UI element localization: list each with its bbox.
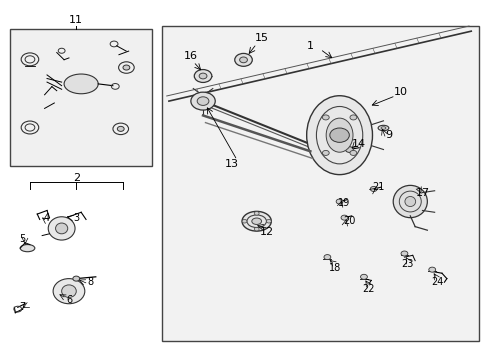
Circle shape [254, 227, 259, 231]
Text: 10: 10 [393, 87, 407, 97]
Ellipse shape [306, 96, 372, 175]
Ellipse shape [377, 125, 388, 131]
Text: 16: 16 [183, 51, 198, 61]
Circle shape [340, 215, 347, 220]
Circle shape [322, 115, 328, 120]
Circle shape [117, 126, 124, 131]
Text: 7: 7 [20, 302, 26, 312]
Text: 6: 6 [66, 295, 72, 305]
Text: 21: 21 [372, 182, 384, 192]
Circle shape [190, 92, 215, 110]
Circle shape [197, 97, 208, 105]
Ellipse shape [56, 223, 68, 234]
Text: 19: 19 [338, 198, 350, 208]
Circle shape [428, 267, 435, 272]
Circle shape [369, 186, 376, 192]
Text: 20: 20 [343, 216, 355, 226]
Circle shape [360, 274, 366, 279]
Text: 8: 8 [88, 277, 94, 287]
Circle shape [234, 53, 252, 66]
Ellipse shape [325, 118, 352, 152]
Ellipse shape [48, 217, 75, 240]
Text: 17: 17 [415, 188, 428, 198]
Circle shape [324, 255, 330, 260]
Ellipse shape [20, 244, 35, 252]
Circle shape [345, 147, 352, 152]
Text: 13: 13 [225, 159, 239, 169]
Circle shape [349, 115, 356, 120]
Text: 12: 12 [259, 227, 273, 237]
Text: 22: 22 [362, 284, 374, 294]
Circle shape [349, 150, 356, 156]
Circle shape [123, 65, 129, 70]
Text: 1: 1 [306, 41, 313, 50]
Circle shape [199, 73, 206, 79]
Circle shape [335, 199, 342, 204]
Bar [161, 26, 478, 341]
Circle shape [239, 57, 247, 63]
Text: 5: 5 [20, 234, 26, 244]
Circle shape [329, 128, 348, 142]
Text: 15: 15 [254, 33, 268, 43]
Circle shape [322, 150, 328, 156]
Ellipse shape [53, 279, 84, 304]
Ellipse shape [251, 218, 261, 225]
Ellipse shape [392, 185, 427, 218]
Circle shape [254, 212, 259, 215]
Ellipse shape [64, 74, 98, 94]
Text: 18: 18 [328, 263, 340, 273]
Circle shape [266, 220, 271, 223]
Ellipse shape [61, 285, 76, 297]
Circle shape [400, 251, 407, 256]
Text: 11: 11 [69, 15, 83, 26]
Ellipse shape [404, 197, 415, 207]
Text: 2: 2 [73, 173, 80, 183]
Bar [10, 30, 152, 166]
Circle shape [73, 276, 80, 281]
Text: 3: 3 [73, 213, 79, 222]
Circle shape [242, 220, 246, 223]
Text: 24: 24 [430, 277, 443, 287]
Circle shape [194, 69, 211, 82]
Text: 14: 14 [351, 139, 366, 149]
Text: 4: 4 [44, 213, 50, 222]
Ellipse shape [242, 211, 271, 231]
Text: 23: 23 [401, 259, 413, 269]
Text: 9: 9 [384, 130, 391, 140]
